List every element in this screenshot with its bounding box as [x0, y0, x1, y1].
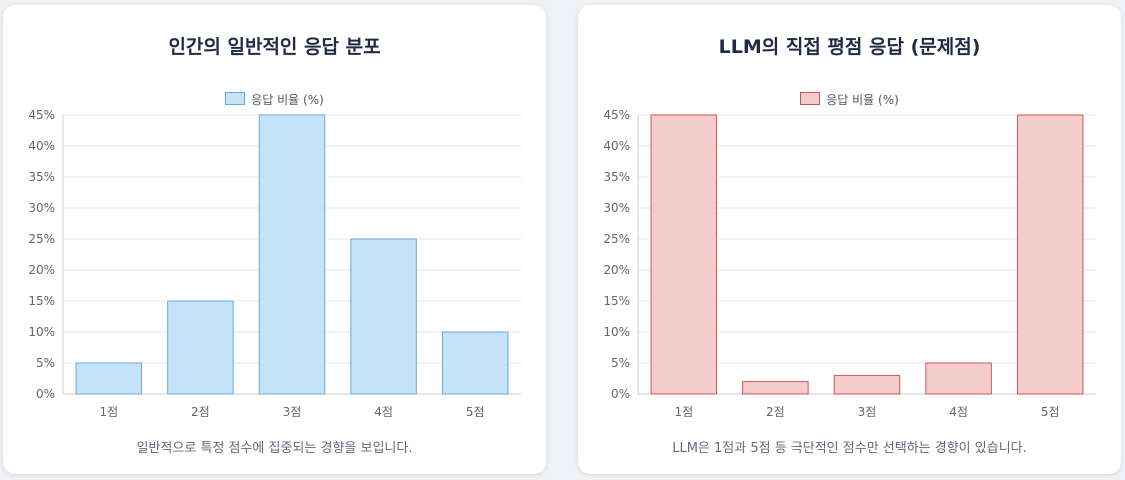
human-distribution-card: 인간의 일반적인 응답 분포 응답 비율 (%) 0% 5% 10% 15% 20% 25… — [3, 5, 546, 474]
y-tick-label: 20% — [28, 263, 55, 277]
x-tick-label: 5점 — [466, 405, 485, 419]
y-tick-label: 30% — [603, 201, 630, 215]
y-tick-label: 15% — [603, 294, 630, 308]
y-tick-label: 20% — [603, 263, 630, 277]
y-tick-label: 45% — [28, 108, 55, 122]
legend-label: 응답 비율 (%) — [251, 93, 324, 107]
x-tick-label: 2점 — [191, 405, 210, 419]
x-tick-label: 4점 — [949, 405, 968, 419]
chart-title: 인간의 일반적인 응답 분포 — [168, 36, 381, 58]
x-tick-label: 5점 — [1041, 405, 1060, 419]
legend-label: 응답 비율 (%) — [826, 93, 899, 107]
x-tick-label: 1점 — [674, 405, 693, 419]
bar — [1016, 114, 1084, 395]
x-tick-label: 1점 — [99, 405, 118, 419]
llm-distribution-card: LLM의 직접 평점 응답 (문제점) 응답 비율 (%) 0% 5% 10% 15%… — [578, 5, 1121, 474]
chart-caption: LLM은 1점과 5점 등 극단적인 점수만 선택하는 경향이 있습니다. — [672, 441, 1027, 456]
bar — [650, 114, 718, 395]
y-tick-label: 5% — [611, 356, 630, 370]
y-tick-label: 45% — [603, 108, 630, 122]
x-tick-label: 4점 — [374, 405, 393, 419]
chart-legend[interactable]: 응답 비율 (%) — [578, 91, 1121, 108]
bar-chart: 0% 5% 10% 15% 20% 25% 30% 35% 40% 45% 1점 2점 3점 4점 5점 — [603, 108, 1096, 419]
y-tick-label: 10% — [603, 325, 630, 339]
chart-legend[interactable]: 응답 비율 (%) — [3, 91, 546, 108]
chart-caption: 일반적으로 특정 점수에 집중되는 경향을 보입니다. — [136, 441, 413, 456]
legend-swatch — [800, 92, 821, 105]
y-tick-label: 0% — [36, 387, 55, 401]
x-tick-label: 2점 — [766, 405, 785, 419]
x-tick-label: 3점 — [283, 405, 302, 419]
y-tick-label: 30% — [28, 201, 55, 215]
bar — [925, 362, 992, 395]
chart-title: LLM의 직접 평점 응답 (문제점) — [718, 36, 981, 58]
bar-chart: 0% 5% 10% 15% 20% 25% 30% 35% 40% 45% 1점 2점 3점 4점 5점 — [28, 108, 521, 419]
y-tick-label: 0% — [611, 387, 630, 401]
y-tick-label: 25% — [28, 232, 55, 246]
bar — [742, 381, 809, 395]
bar — [833, 374, 901, 395]
y-tick-label: 40% — [603, 139, 630, 153]
y-tick-label: 35% — [603, 170, 630, 184]
y-tick-label: 15% — [28, 294, 55, 308]
bar — [350, 238, 417, 395]
y-tick-label: 40% — [28, 139, 55, 153]
y-tick-label: 10% — [28, 325, 55, 339]
y-tick-label: 35% — [28, 170, 55, 184]
bar — [167, 300, 234, 395]
x-tick-label: 3점 — [858, 405, 877, 419]
y-tick-label: 25% — [603, 232, 630, 246]
y-tick-label: 5% — [36, 356, 55, 370]
bar — [258, 114, 326, 395]
bar — [75, 362, 143, 395]
bar — [441, 331, 509, 395]
legend-swatch — [225, 92, 246, 105]
